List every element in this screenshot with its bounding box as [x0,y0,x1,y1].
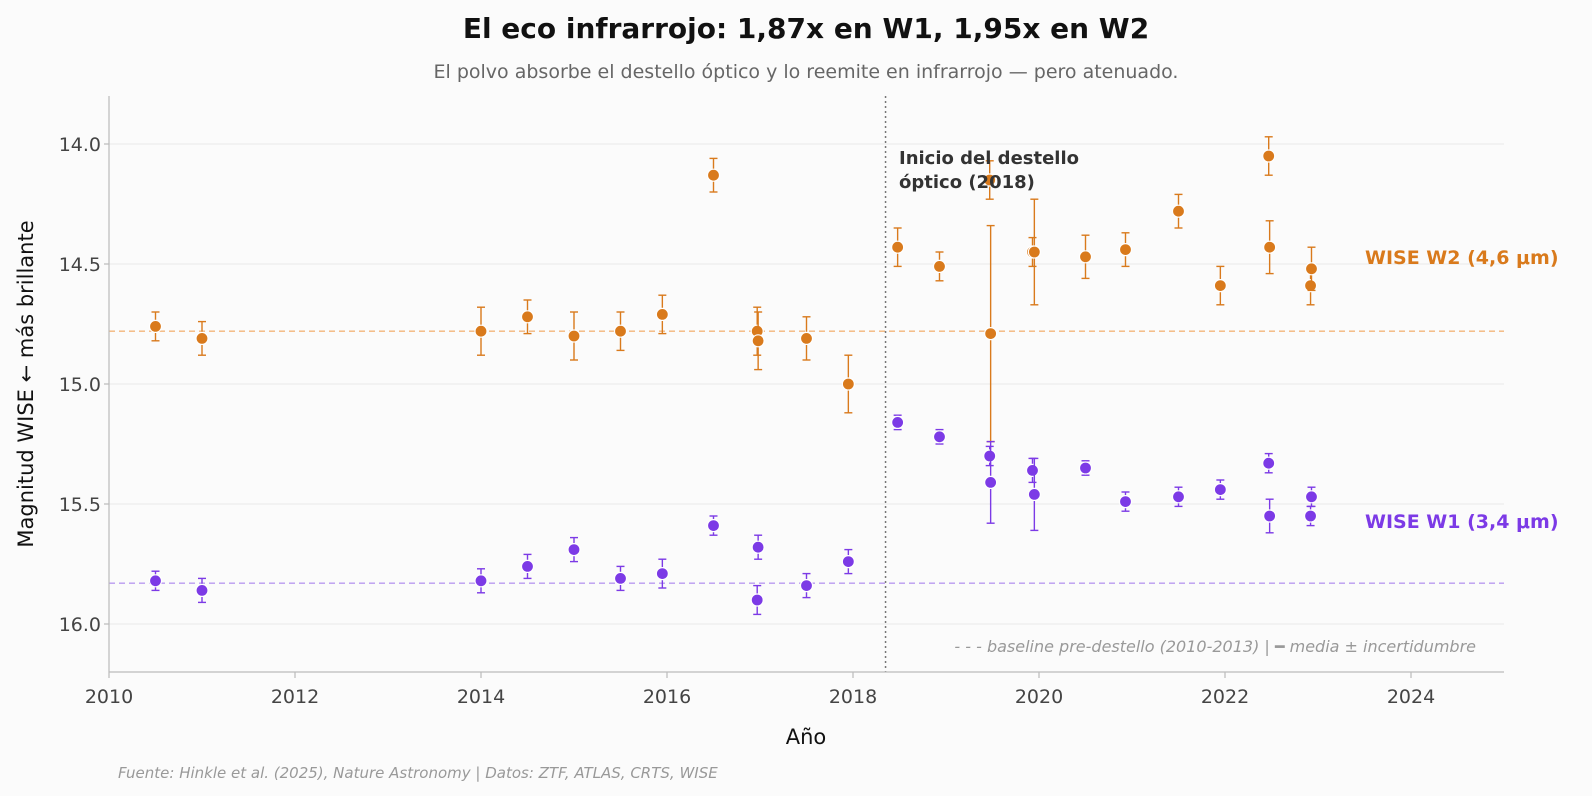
data-point [148,319,163,333]
x-tick-label: 2010 [85,686,133,708]
data-point [891,240,905,254]
series-w2 [148,136,1319,443]
data-point [1263,240,1277,254]
x-tick-label: 2022 [1201,686,1249,708]
y-axis-label: Magnitud WISE ← más brillante [14,220,38,547]
data-point [148,574,163,588]
data-point [613,324,628,338]
data-point [706,518,721,533]
x-tick-label: 2018 [829,686,877,708]
data-point [520,310,535,324]
data-point [1027,245,1041,259]
chart-title: El eco infrarrojo: 1,87x en W1, 1,95x en… [463,12,1149,45]
y-tick-label: 14.0 [59,134,101,156]
data-point [1304,490,1319,504]
data-point [1303,279,1318,293]
data-point [1078,461,1093,475]
data-point [1262,149,1276,163]
annotation-line-2: óptico (2018) [899,172,1035,193]
data-point [1213,279,1227,293]
data-point [1025,463,1040,477]
source-note: Fuente: Hinkle et al. (2025), Nature Ast… [118,764,718,782]
data-point [1078,250,1093,264]
data-point [1304,262,1319,276]
x-axis-ticks: 2010 2012 2014 2016 2018 2020 2022 2024 [85,672,1435,708]
data-point [613,571,628,586]
data-point [751,540,765,554]
data-point [1118,243,1133,257]
y-tick-label: 15.0 [59,374,101,396]
x-tick-label: 2014 [457,686,505,708]
data-point [1171,204,1186,218]
data-point [983,449,997,463]
data-series [148,136,1319,616]
data-point [799,331,814,345]
x-tick-label: 2012 [271,686,319,708]
legend-label-w2: WISE W2 (4,6 μm) [1365,247,1559,269]
data-point [983,173,997,187]
legend-label-w1: WISE W1 (3,4 μm) [1365,511,1559,533]
x-tick-label: 2016 [643,686,691,708]
series-w1 [148,414,1319,616]
data-point [1027,487,1041,501]
data-point [474,574,488,588]
data-point [195,583,209,598]
x-tick-label: 2024 [1387,686,1435,708]
data-point [655,566,669,581]
y-tick-label: 15.5 [59,494,101,516]
data-point [1213,483,1227,497]
data-point [750,593,764,607]
data-point [932,259,947,273]
data-point [520,559,535,574]
baseline-lines [109,330,1504,584]
grid-lines [109,143,1504,625]
data-point [195,331,209,345]
baseline-note: - - - baseline pre-destello (2010-2013) … [954,637,1476,656]
data-point [1303,509,1318,523]
data-point [1118,495,1133,509]
data-point [655,307,669,321]
data-point [1171,490,1186,504]
annotation-line-1: Inicio del destello [899,148,1079,169]
data-point [984,475,998,489]
data-point [567,542,581,557]
data-point [984,327,998,341]
data-point [751,334,765,348]
x-tick-label: 2020 [1015,686,1063,708]
data-point [932,430,947,444]
data-point [841,377,855,391]
data-point [1262,456,1276,470]
data-point [841,554,855,569]
data-point [1263,509,1277,523]
x-axis-label: Año [786,725,827,749]
chart-subtitle: El polvo absorbe el destello óptico y lo… [434,61,1179,83]
data-point [799,578,814,593]
y-axis-ticks: 14.0 14.5 15.0 15.5 16.0 [59,134,109,636]
data-point [567,329,581,343]
y-tick-label: 14.5 [59,254,101,276]
data-point [706,168,721,182]
y-tick-label: 16.0 [59,614,101,636]
data-point [474,324,488,338]
data-point [891,415,905,429]
